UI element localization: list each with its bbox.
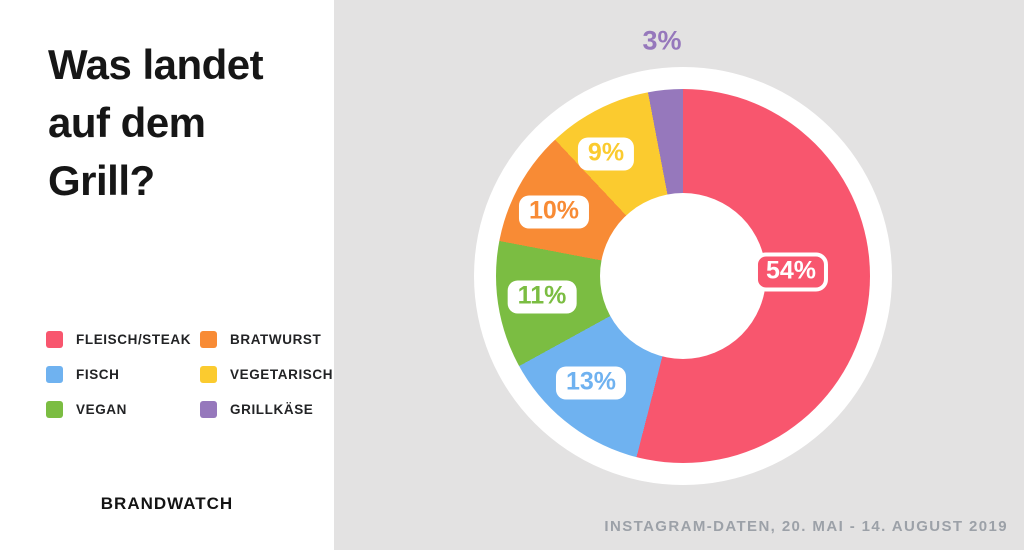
footer-caption: INSTAGRAM-DATEN, 20. MAI - 14. AUGUST 20… <box>604 518 1008 535</box>
slice-label-vegetarisch: 9% <box>577 137 635 171</box>
color-swatch <box>200 365 217 383</box>
slice-label-vegan: 11% <box>507 280 577 314</box>
slice-label-bratwurst: 10% <box>518 195 590 229</box>
legend-item-vegetarisch: VEGETARISCH <box>200 365 340 383</box>
chart-panel: 54% 13% 11% 10% 9% 3% INSTAGRAM-DATEN, 20. MA… <box>334 0 1024 550</box>
legend-item-vegan: VEGAN <box>46 400 186 418</box>
donut-hole <box>600 193 766 359</box>
slice-label-fisch: 13% <box>555 366 627 400</box>
legend-item-label: BRATWURST <box>230 331 322 347</box>
color-swatch <box>200 400 217 418</box>
slice-label-grillk-se: 3% <box>642 25 682 56</box>
legend-item-label: FISCH <box>76 366 120 382</box>
legend-item-fisch: FISCH <box>46 365 186 383</box>
brand-name: BRANDWATCH <box>100 494 234 513</box>
chart-labels-layer: 54% 13% 11% 10% 9% 3% <box>334 0 1024 550</box>
color-swatch <box>46 400 63 418</box>
color-swatch <box>46 365 63 383</box>
left-panel: Was landet auf dem Grill? FLEISCH/STEAK … <box>0 0 334 550</box>
legend-item-grillkaese: GRILLKÄSE <box>200 400 340 418</box>
page-title: Was landet auf dem Grill? <box>48 41 264 204</box>
color-swatch <box>46 330 63 348</box>
legend-item-label: GRILLKÄSE <box>230 401 314 417</box>
color-swatch <box>200 330 217 348</box>
legend-item-label: VEGAN <box>76 401 128 417</box>
slice-label-fleisch-steak: 54% <box>753 252 829 292</box>
legend-item-bratwurst: BRATWURST <box>200 330 340 348</box>
legend-item-label: FLEISCH/STEAK <box>76 331 192 347</box>
legend-item-label: VEGETARISCH <box>230 366 334 382</box>
legend: FLEISCH/STEAK FISCH VEGAN BRATWURST VEGE… <box>46 330 340 418</box>
legend-item-fleisch-steak: FLEISCH/STEAK <box>46 330 190 348</box>
